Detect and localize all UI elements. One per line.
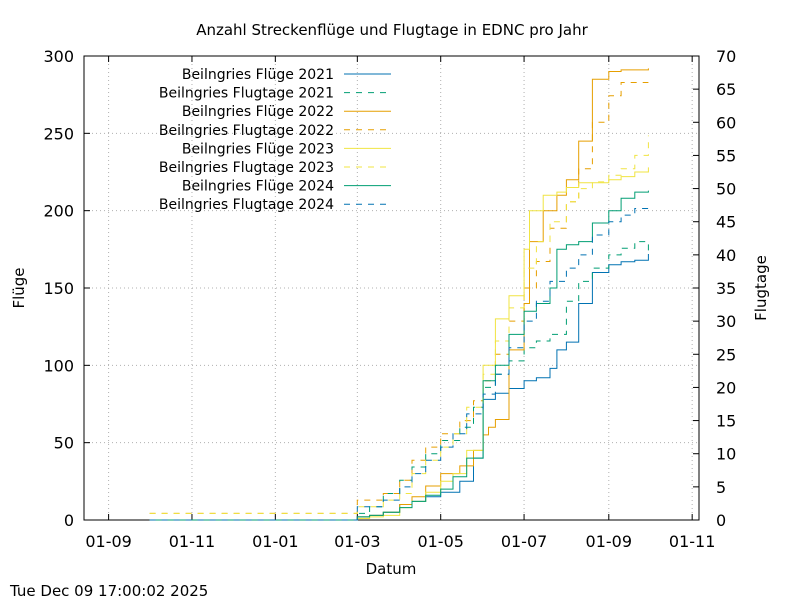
y2-tick-label: 45 bbox=[716, 213, 736, 232]
series-line bbox=[149, 135, 649, 514]
y2-tick-label: 70 bbox=[716, 47, 736, 66]
y-tick-label: 0 bbox=[64, 511, 74, 530]
legend-label: Beilngries Flüge 2022 bbox=[182, 104, 334, 120]
y2-tick-label: 20 bbox=[716, 378, 736, 397]
y2-tick-label: 50 bbox=[716, 180, 736, 199]
y-tick-label: 100 bbox=[43, 356, 74, 375]
y-tick-label: 150 bbox=[43, 279, 74, 298]
y2-tick-label: 5 bbox=[716, 478, 726, 497]
series-line bbox=[149, 241, 649, 521]
y-axis-label: Flüge bbox=[10, 267, 28, 308]
x-axis-label: Datum bbox=[366, 560, 417, 578]
series-lines bbox=[149, 68, 649, 521]
legend-label: Beilngries Flugtage 2022 bbox=[159, 123, 334, 139]
legend-label: Beilngries Flüge 2023 bbox=[182, 141, 334, 157]
legend-label: Beilngries Flugtage 2024 bbox=[159, 197, 334, 213]
y2-tick-label: 65 bbox=[716, 80, 736, 99]
x-tick-label: 01-09 bbox=[586, 532, 633, 551]
series-line bbox=[149, 167, 649, 521]
x-tick-label: 01-11 bbox=[669, 532, 716, 551]
series-line bbox=[149, 190, 649, 521]
y2-tick-label: 40 bbox=[716, 246, 736, 265]
y2-tick-label: 35 bbox=[716, 279, 736, 298]
axis-ticks: 01-09 01-11 01-01 01-03 01-05 01-07 01-09 01-11… bbox=[43, 47, 736, 551]
y2-tick-label: 60 bbox=[716, 113, 736, 132]
legend: Beilngries Flüge 2021 Beilngries Flugtage… bbox=[159, 67, 391, 213]
y2-tick-label: 0 bbox=[716, 511, 726, 530]
y2-axis-label: Flugtage bbox=[752, 255, 770, 321]
x-tick-label: 01-05 bbox=[417, 532, 464, 551]
legend-label: Beilngries Flugtage 2021 bbox=[159, 86, 334, 102]
series-line bbox=[149, 208, 649, 521]
legend-label: Beilngries Flugtage 2023 bbox=[159, 160, 334, 176]
y2-tick-label: 10 bbox=[716, 445, 736, 464]
chart-title: Anzahl Streckenflüge und Flugtage in EDN… bbox=[196, 21, 588, 39]
x-tick-label: 01-03 bbox=[334, 532, 381, 551]
y2-tick-label: 30 bbox=[716, 312, 736, 331]
x-tick-label: 01-09 bbox=[85, 532, 132, 551]
y-tick-label: 50 bbox=[54, 434, 74, 453]
y2-tick-label: 15 bbox=[716, 412, 736, 431]
timestamp: Tue Dec 09 17:00:02 2025 bbox=[9, 582, 208, 600]
series-line bbox=[149, 254, 649, 521]
x-tick-label: 01-07 bbox=[501, 532, 548, 551]
legend-label: Beilngries Flüge 2024 bbox=[182, 179, 334, 195]
y-tick-label: 250 bbox=[43, 124, 74, 143]
x-tick-label: 01-11 bbox=[169, 532, 216, 551]
y2-tick-label: 25 bbox=[716, 345, 736, 364]
x-tick-label: 01-01 bbox=[252, 532, 299, 551]
legend-label: Beilngries Flüge 2021 bbox=[182, 67, 334, 83]
y-tick-label: 200 bbox=[43, 202, 74, 221]
y2-tick-label: 55 bbox=[716, 146, 736, 165]
y-tick-label: 300 bbox=[43, 47, 74, 66]
